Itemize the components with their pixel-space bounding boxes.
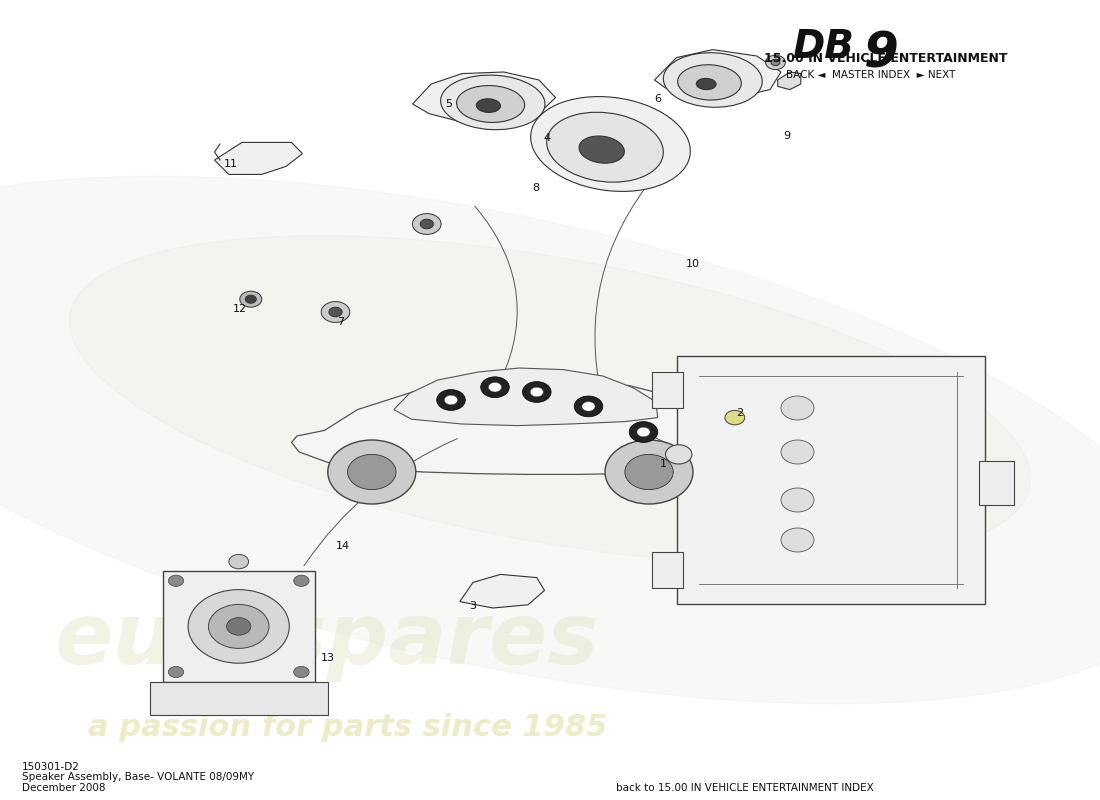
- Ellipse shape: [209, 605, 268, 648]
- Ellipse shape: [188, 590, 289, 663]
- Text: DB: DB: [792, 28, 854, 66]
- Text: back to 15.00 IN VEHICLE ENTERTAINMENT INDEX: back to 15.00 IN VEHICLE ENTERTAINMENT I…: [616, 782, 873, 793]
- Circle shape: [781, 488, 814, 512]
- Text: 6: 6: [654, 94, 661, 104]
- Circle shape: [666, 445, 692, 464]
- Bar: [652, 372, 683, 408]
- Ellipse shape: [69, 236, 1031, 564]
- Circle shape: [522, 382, 551, 402]
- Circle shape: [781, 528, 814, 552]
- Text: 9: 9: [783, 131, 790, 141]
- Ellipse shape: [530, 97, 691, 191]
- Text: 14: 14: [337, 541, 350, 550]
- Circle shape: [530, 387, 543, 397]
- Circle shape: [582, 402, 595, 411]
- Circle shape: [412, 214, 441, 234]
- Circle shape: [605, 440, 693, 504]
- Text: 7: 7: [338, 317, 344, 326]
- Bar: [676, 356, 984, 604]
- Circle shape: [488, 382, 502, 392]
- Polygon shape: [214, 142, 302, 174]
- Circle shape: [637, 427, 650, 437]
- Ellipse shape: [0, 176, 1100, 704]
- Bar: [163, 571, 315, 682]
- Polygon shape: [412, 72, 556, 122]
- Polygon shape: [460, 574, 544, 608]
- Text: 5: 5: [446, 99, 452, 109]
- Ellipse shape: [696, 78, 716, 90]
- Circle shape: [168, 666, 184, 678]
- Circle shape: [321, 302, 350, 322]
- Text: 3: 3: [470, 602, 476, 611]
- Text: 150301-D2: 150301-D2: [22, 762, 80, 772]
- Bar: [979, 461, 1014, 505]
- Ellipse shape: [678, 65, 741, 100]
- Bar: [652, 552, 683, 588]
- Circle shape: [245, 295, 256, 303]
- Circle shape: [725, 410, 745, 425]
- Circle shape: [629, 422, 658, 442]
- Ellipse shape: [476, 98, 501, 113]
- Text: 15.00 IN VEHICLE ENTERTAINMENT: 15.00 IN VEHICLE ENTERTAINMENT: [764, 52, 1008, 65]
- Circle shape: [771, 59, 780, 66]
- Text: BACK ◄  MASTER INDEX  ► NEXT: BACK ◄ MASTER INDEX ► NEXT: [786, 70, 956, 80]
- Text: 9: 9: [864, 30, 899, 78]
- Text: 13: 13: [321, 653, 334, 662]
- Text: 10: 10: [686, 259, 700, 269]
- Circle shape: [781, 396, 814, 420]
- Circle shape: [781, 440, 814, 464]
- Circle shape: [229, 554, 249, 569]
- Text: a passion for parts since 1985: a passion for parts since 1985: [88, 714, 607, 742]
- Circle shape: [444, 395, 458, 405]
- Text: 11: 11: [224, 159, 238, 169]
- Ellipse shape: [579, 136, 625, 163]
- Circle shape: [168, 575, 184, 586]
- Text: 2: 2: [736, 408, 743, 418]
- Circle shape: [294, 575, 309, 586]
- Ellipse shape: [456, 86, 525, 122]
- Circle shape: [420, 219, 433, 229]
- Circle shape: [625, 454, 673, 490]
- Text: Speaker Assembly, Base- VOLANTE 08/09MY: Speaker Assembly, Base- VOLANTE 08/09MY: [22, 773, 254, 782]
- Circle shape: [574, 396, 603, 417]
- Circle shape: [437, 390, 465, 410]
- Text: 12: 12: [233, 304, 246, 314]
- Circle shape: [481, 377, 509, 398]
- Text: 8: 8: [532, 183, 539, 193]
- Polygon shape: [654, 50, 781, 98]
- Ellipse shape: [547, 112, 663, 182]
- Ellipse shape: [441, 75, 544, 130]
- Circle shape: [240, 291, 262, 307]
- Circle shape: [328, 440, 416, 504]
- Polygon shape: [778, 72, 801, 90]
- Text: 4: 4: [543, 133, 550, 142]
- Circle shape: [294, 666, 309, 678]
- Circle shape: [329, 307, 342, 317]
- Text: eurospares: eurospares: [55, 598, 600, 682]
- Ellipse shape: [663, 53, 762, 107]
- Text: 1: 1: [660, 459, 667, 469]
- Circle shape: [348, 454, 396, 490]
- Ellipse shape: [227, 618, 251, 635]
- Polygon shape: [394, 368, 658, 426]
- Polygon shape: [292, 378, 732, 474]
- Bar: [150, 682, 328, 715]
- Text: December 2008: December 2008: [22, 782, 106, 793]
- Circle shape: [766, 55, 785, 70]
